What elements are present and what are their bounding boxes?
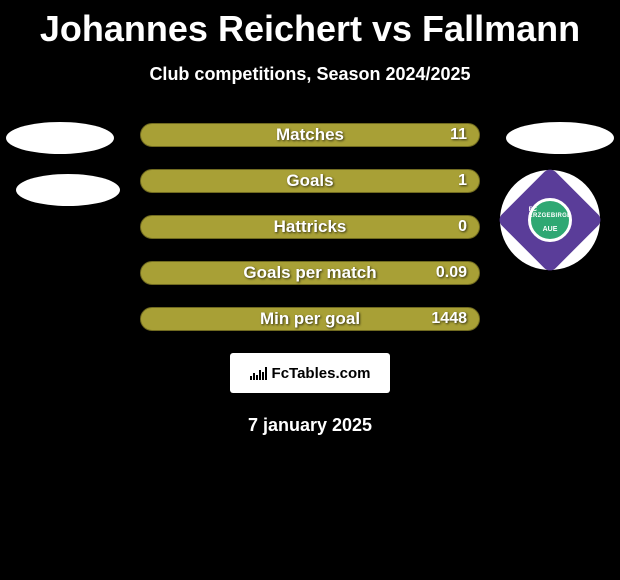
stat-label: Matches	[276, 125, 344, 145]
stat-label: Goals	[286, 171, 333, 191]
stat-value: 0	[458, 218, 467, 236]
stat-value: 1	[458, 172, 467, 190]
club-logo: FC ERZGEBIRGE AUE	[500, 170, 600, 270]
stat-label: Min per goal	[260, 309, 360, 329]
club-logo-text-top: FC ERZGEBIRGE	[529, 207, 572, 219]
stat-row: Min per goal 1448	[0, 307, 620, 331]
player-left-avatar-placeholder-2	[16, 174, 120, 206]
stat-value: 11	[450, 126, 467, 144]
chart-icon	[250, 366, 267, 380]
stat-value: 0.09	[436, 264, 467, 282]
player-left-avatar-placeholder-1	[6, 122, 114, 154]
club-logo-text-bottom: AUE	[543, 226, 558, 233]
brand-badge[interactable]: FcTables.com	[230, 353, 390, 393]
player-right-avatar-placeholder-1	[506, 122, 614, 154]
brand-text: FcTables.com	[272, 365, 371, 382]
stat-label: Hattricks	[274, 217, 347, 237]
stat-label: Goals per match	[243, 263, 376, 283]
page-title: Johannes Reichert vs Fallmann	[0, 0, 620, 50]
subtitle: Club competitions, Season 2024/2025	[0, 64, 620, 85]
stat-value: 1448	[431, 310, 467, 328]
date-label: 7 january 2025	[0, 415, 620, 436]
